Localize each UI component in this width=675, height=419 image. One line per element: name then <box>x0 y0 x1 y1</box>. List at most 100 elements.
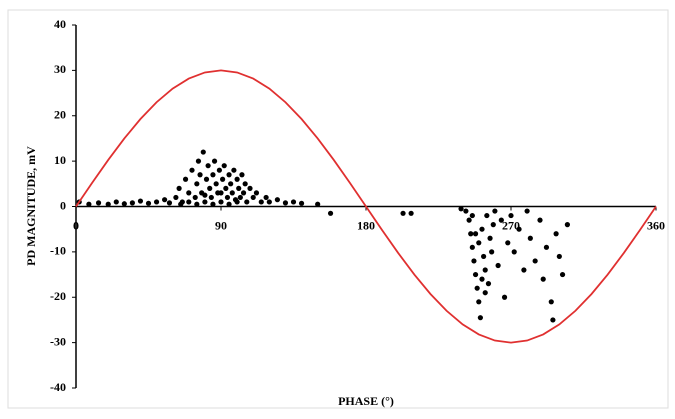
pd-point <box>205 163 211 169</box>
pd-point <box>220 176 226 182</box>
pd-point <box>476 299 482 305</box>
pd-point <box>463 208 469 214</box>
pd-point <box>469 212 475 219</box>
pd-point <box>194 181 200 187</box>
pd-point <box>258 199 264 205</box>
pd-point <box>543 244 550 250</box>
pd-point <box>540 276 546 282</box>
y-tick-label: -20 <box>50 289 66 303</box>
pd-point <box>218 199 224 205</box>
y-tick-label: 0 <box>60 198 66 212</box>
pd-point <box>234 176 240 182</box>
pd-point <box>229 190 235 196</box>
pd-point <box>234 199 240 205</box>
pd-point <box>247 185 253 191</box>
pd-point <box>202 192 208 198</box>
pd-point <box>501 294 508 300</box>
pd-point <box>524 208 530 214</box>
pd-point <box>250 194 256 201</box>
pd-point <box>474 285 480 291</box>
pd-point <box>298 200 305 206</box>
pd-point <box>537 217 543 223</box>
pd-point <box>498 217 504 223</box>
pd-point <box>482 290 488 296</box>
pd-point <box>244 199 250 205</box>
pd-point <box>479 226 485 232</box>
pd-point <box>166 200 173 206</box>
pd-point <box>553 231 559 237</box>
pd-point <box>476 240 482 246</box>
pd-point <box>95 200 102 206</box>
pd-point <box>548 299 554 305</box>
pd-point <box>466 217 472 223</box>
pd-point <box>86 201 92 207</box>
pd-point <box>274 197 280 203</box>
pd-point <box>194 201 200 207</box>
pd-point <box>559 271 566 278</box>
pd-point <box>221 163 227 169</box>
pd-point <box>327 210 334 216</box>
pd-point <box>489 249 495 255</box>
pd-point <box>527 235 533 241</box>
pd-point <box>137 198 144 204</box>
pd-point <box>192 194 198 201</box>
y-tick-label: 10 <box>54 153 66 167</box>
voltage-curve <box>75 69 657 344</box>
pd-point <box>145 200 152 206</box>
pd-point <box>315 201 321 207</box>
pd-point <box>495 262 501 269</box>
frame <box>7 9 669 409</box>
pd-point <box>231 167 237 173</box>
pd-point <box>290 199 297 205</box>
pd-point <box>186 199 192 205</box>
pd-point <box>186 190 192 196</box>
pd-point <box>469 244 475 250</box>
pd-point <box>226 172 232 178</box>
pd-point <box>481 253 487 260</box>
pd-point <box>121 201 127 207</box>
pd-point <box>492 208 498 214</box>
pd-point <box>266 199 272 205</box>
pd-point <box>550 317 556 323</box>
pd-point <box>237 194 243 201</box>
pd-point <box>216 167 222 173</box>
pd-point <box>189 167 195 173</box>
pd-point <box>472 231 479 237</box>
pd-point <box>490 222 496 228</box>
pd-point <box>210 201 216 207</box>
pd-point <box>162 197 168 203</box>
pd-point <box>105 201 111 207</box>
pd-point <box>556 253 562 260</box>
pd-point <box>218 190 224 196</box>
y-axis-label: PD MAGNITUDE, mV <box>24 146 38 266</box>
pd-point <box>213 181 219 187</box>
pd-point <box>224 194 231 201</box>
x-tick-label: 90 <box>215 218 227 232</box>
pd-point <box>178 201 184 207</box>
pd-point <box>242 181 248 187</box>
pd-point <box>208 194 214 201</box>
pd-point <box>182 176 189 182</box>
pd-point <box>400 210 406 216</box>
y-tick-label: -40 <box>50 380 66 394</box>
pd-point <box>176 185 182 191</box>
pd-point <box>408 210 414 216</box>
pd-point <box>226 201 232 207</box>
pd-point <box>508 212 514 219</box>
pd-point <box>200 149 206 155</box>
pd-point <box>485 281 492 287</box>
pd-point <box>202 199 208 205</box>
pd-point <box>564 222 570 228</box>
x-tick-label: 360 <box>647 218 665 232</box>
pd-point <box>236 185 242 191</box>
y-tick-label: 20 <box>54 108 66 122</box>
pd-point <box>471 258 477 264</box>
pd-point <box>153 199 160 205</box>
pd-point <box>240 190 247 196</box>
pd-point <box>211 158 218 164</box>
pd-point <box>516 226 522 232</box>
pd-point <box>482 267 488 273</box>
pd-point <box>472 271 479 278</box>
pd-point <box>468 231 474 237</box>
